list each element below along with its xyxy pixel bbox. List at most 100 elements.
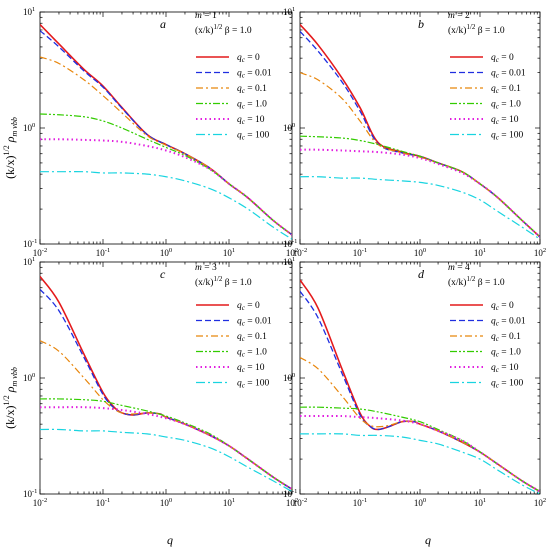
panel-label: a [160,17,166,31]
m-value-label: m = 2 [448,11,470,21]
y-tick-label: 10-1 [23,488,37,499]
series-group [300,23,540,240]
beta-param-label: (x/k)1/2 β = 1.0 [448,275,505,288]
series-group [40,276,292,493]
plot-frame [299,11,541,245]
x-tick-label: 102 [534,497,546,508]
series-line-qc-1.0 [300,135,540,238]
legend-entry: qc = 0.01 [491,69,526,80]
plot-frame [39,11,293,245]
legend-entry: qc = 10 [237,363,265,374]
legend-entry: qc = 1.0 [491,348,521,359]
y-tick-label: 101 [23,256,35,267]
series-line-qc-10 [40,406,292,491]
series-line-qc-10 [300,414,540,493]
legend-entry: qc = 0.1 [237,84,267,95]
x-tick-label: 10-1 [96,497,110,508]
legend-entry: qc = 10 [491,115,519,126]
legend-entry: qc = 0.01 [237,69,272,80]
series-line-qc-1.0 [40,113,292,236]
legend-entry: qc = 100 [491,131,523,142]
m-value-label: m = 3 [195,263,217,273]
x-axis-label-left: q [167,533,173,547]
legend-entry: qc = 10 [237,115,265,126]
legend-entry: qc = 0 [491,53,514,64]
legend: qc = 0 qc = 0.01 qc = 0.1 qc = 1.0 qc = 10 qc… [450,53,526,142]
y-tick-label: 101 [283,256,295,267]
y-tick-label: 101 [283,6,295,17]
y-axis-label-top: (k/x)1/2 ρm vbb [2,117,19,179]
y-tick-label: 10-1 [283,488,297,499]
beta-param-label: (x/k)1/2 β = 1.0 [195,23,252,36]
x-tick-label: 10-1 [353,497,367,508]
panel-label: c [160,267,166,281]
legend-entry: qc = 100 [237,379,269,390]
series-line-qc-100 [40,171,292,240]
x-tick-label: 10-2 [33,247,47,258]
beta-param-label: (x/k)1/2 β = 1.0 [195,275,252,288]
series-line-qc-100 [40,428,292,493]
series-group [40,23,292,240]
x-tick-label: 102 [286,247,298,258]
x-tick-label: 100 [414,247,426,258]
series-line-qc-100 [300,176,540,240]
legend-entry: qc = 10 [491,363,519,374]
x-tick-label: 10-1 [353,247,367,258]
x-tick-label: 101 [474,497,486,508]
x-tick-label: 10-2 [293,247,307,258]
legend-entry: qc = 1.0 [491,100,521,111]
y-tick-label: 100 [283,122,295,133]
legend: qc = 0 qc = 0.01 qc = 0.1 qc = 1.0 qc = 10 qc… [450,301,526,390]
m-value-label: m = 4 [448,263,470,273]
y-tick-label: 100 [23,122,35,133]
legend-entry: qc = 0.1 [491,332,521,343]
y-tick-label: 100 [23,372,35,383]
series-line-qc-10 [40,138,292,236]
legend-entry: qc = 100 [491,379,523,390]
legend-entry: qc = 0.1 [237,332,267,343]
series-line-qc-10 [300,148,540,238]
x-tick-label: 101 [223,247,235,258]
legend: qc = 0 qc = 0.01 qc = 0.1 qc = 1.0 qc = 10 qc… [196,53,272,142]
panel-label: b [418,17,424,31]
panel-label: d [418,267,425,281]
x-tick-label: 101 [474,247,486,258]
m-value-label: m = 1 [195,11,217,21]
legend-entry: qc = 0 [237,301,260,312]
legend-entry: qc = 1.0 [237,100,267,111]
y-axis-label-bottom: (k/x)1/2 ρm vbb [2,367,19,429]
x-tick-label: 100 [160,497,172,508]
y-tick-label: 10-1 [283,238,297,249]
legend-entry: qc = 0.01 [237,317,272,328]
series-line-qc-0 [40,23,292,236]
legend-entry: qc = 100 [237,131,269,142]
legend-entry: qc = 0 [491,301,514,312]
y-tick-label: 100 [283,372,295,383]
x-tick-label: 10-1 [96,247,110,258]
x-tick-label: 101 [223,497,235,508]
series-line-qc-1.0 [40,398,292,490]
x-axis-label-right: q [425,533,431,547]
x-tick-label: 102 [286,497,298,508]
legend-entry: qc = 1.0 [237,348,267,359]
y-tick-label: 10-1 [23,238,37,249]
legend: qc = 0 qc = 0.01 qc = 0.1 qc = 1.0 qc = 10 qc… [196,301,272,390]
x-tick-label: 10-2 [293,497,307,508]
series-line-qc-1.0 [300,406,540,493]
series-line-qc-0.1 [300,72,540,238]
beta-param-label: (x/k)1/2 β = 1.0 [448,23,505,36]
legend-entry: qc = 0.1 [491,84,521,95]
legend-entry: qc = 0 [237,53,260,64]
x-tick-label: 100 [414,497,426,508]
x-tick-label: 102 [534,247,546,258]
series-line-qc-0.1 [40,56,292,236]
series-line-qc-0.01 [40,30,292,236]
y-tick-label: 101 [23,6,35,17]
legend-entry: qc = 0.01 [491,317,526,328]
series-line-qc-100 [300,433,540,494]
